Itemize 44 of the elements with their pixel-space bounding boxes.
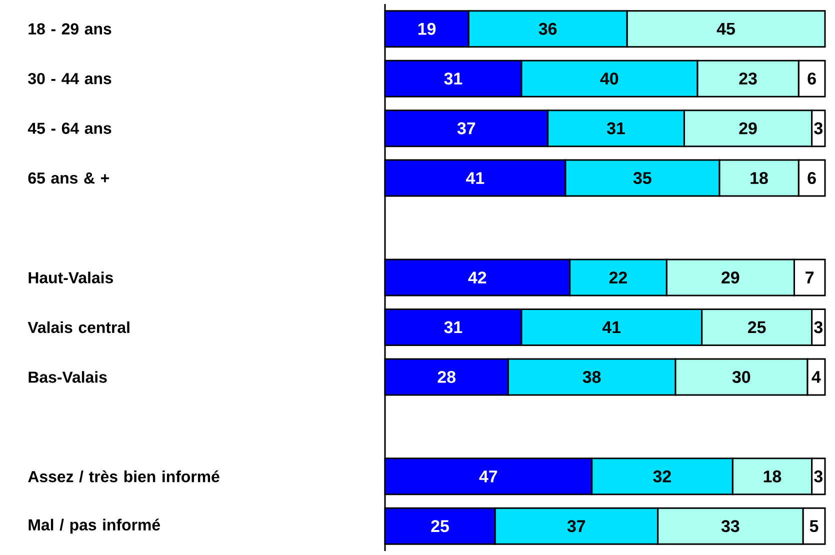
data-label: 22	[609, 272, 627, 284]
data-label: 47	[479, 470, 498, 482]
data-label: 37	[457, 122, 476, 134]
data-label: 5	[810, 520, 818, 532]
data-label: 28	[438, 370, 456, 383]
data-label: 32	[653, 470, 671, 482]
data-label: 31	[444, 321, 462, 334]
y-tick-label: Valais central	[28, 321, 130, 334]
data-label: 33	[721, 520, 740, 532]
data-label: 30	[732, 370, 750, 383]
data-label: 4	[812, 371, 821, 383]
data-label: 45	[716, 22, 735, 35]
y-tick-label: Bas-Valais	[28, 371, 107, 383]
data-label: 38	[582, 370, 601, 383]
data-label: 41	[466, 172, 484, 184]
data-label: 40	[600, 72, 618, 85]
y-tick-label: 65 ans & +	[28, 172, 109, 184]
data-label: 37	[567, 520, 586, 532]
data-label: 25	[748, 321, 766, 334]
data-label: 6	[808, 172, 816, 184]
y-tick-label: Haut-Valais	[28, 272, 113, 284]
data-label: 19	[418, 22, 436, 35]
data-label: 36	[538, 22, 557, 35]
data-label: 23	[739, 72, 757, 85]
y-tick-label: Assez / très bien informé	[28, 470, 220, 482]
y-tick-label: Mal / pas informé	[28, 518, 160, 534]
data-label: 6	[808, 72, 816, 85]
data-label: 3	[814, 470, 823, 482]
data-label: 42	[468, 272, 486, 284]
data-label: 35	[633, 172, 652, 184]
data-label: 18	[764, 470, 782, 482]
data-label: 31	[444, 72, 462, 85]
y-tick-label: 30 - 44 ans	[28, 72, 112, 84]
y-tick-label: 18 - 29 ans	[28, 23, 112, 35]
data-label: 29	[722, 272, 740, 284]
data-label: 29	[739, 122, 757, 134]
y-tick-label: 45 - 64 ans	[28, 122, 112, 134]
data-label: 31	[606, 122, 625, 134]
data-label: 41	[602, 321, 621, 334]
data-label: 18	[750, 172, 768, 184]
data-label: 3	[814, 321, 823, 334]
data-label: 25	[431, 520, 449, 532]
data-label: 3	[814, 122, 823, 134]
data-label: 7	[806, 272, 814, 284]
